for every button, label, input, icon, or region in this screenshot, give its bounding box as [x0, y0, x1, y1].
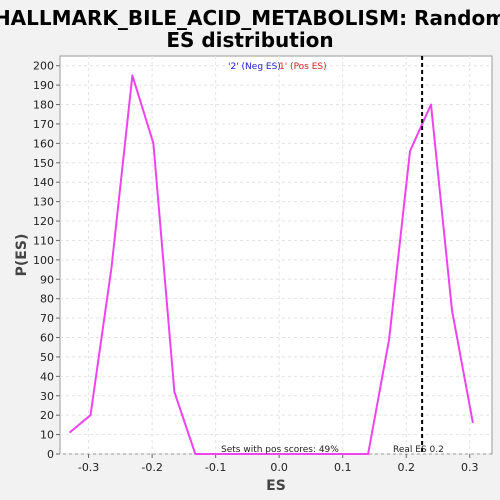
- series-line: [68, 74, 474, 455]
- y-tick-label: 140: [33, 176, 54, 189]
- y-tick-label: 150: [33, 157, 54, 170]
- y-tick-label: 110: [33, 234, 54, 247]
- x-tick-label: 0.3: [461, 461, 479, 474]
- y-tick-label: 40: [40, 370, 54, 383]
- y-tick-label: 60: [40, 332, 54, 345]
- x-axis-label: ES: [266, 478, 286, 494]
- y-axis-ticks: 0 10 20 30 40 50 60 70 80 90 100 110 120 130 140 150 160…: [33, 60, 60, 461]
- y-tick-label: 170: [33, 118, 54, 131]
- chart-title-line1: HALLMARK_BILE_ACID_METABOLISM: Random: [0, 6, 500, 30]
- x-tick-label: 0.1: [334, 461, 352, 474]
- y-tick-label: 20: [40, 409, 54, 422]
- y-tick-label: 160: [33, 137, 54, 150]
- y-tick-label: 100: [33, 254, 54, 267]
- legend-neg-es: '2' (Neg ES): [228, 62, 281, 72]
- y-tick-label: 80: [40, 293, 54, 306]
- y-axis-label: P(ES): [14, 234, 30, 277]
- x-tick-label: 0.0: [270, 461, 288, 474]
- x-tick-label: 0.2: [397, 461, 415, 474]
- legend-pos-es: 1' (Pos ES): [279, 62, 327, 72]
- series-layer: [68, 74, 474, 455]
- y-tick-label: 30: [40, 390, 54, 403]
- y-tick-label: 130: [33, 196, 54, 209]
- y-tick-label: 0: [47, 448, 54, 461]
- x-axis-ticks: -0.3 -0.2 -0.1 0.0 0.1 0.2 0.3: [78, 454, 479, 474]
- y-tick-label: 10: [40, 429, 54, 442]
- y-tick-label: 50: [40, 351, 54, 364]
- x-tick-label: -0.2: [141, 461, 162, 474]
- pos-scores-annotation: Sets with pos scores: 49%: [221, 445, 339, 455]
- x-tick-label: -0.3: [78, 461, 99, 474]
- x-tick-label: -0.1: [205, 461, 226, 474]
- plot-area: [59, 55, 493, 455]
- y-tick-label: 200: [33, 60, 54, 73]
- y-tick-label: 70: [40, 312, 54, 325]
- chart-title-line2: ES distribution: [166, 28, 333, 52]
- y-tick-label: 90: [40, 273, 54, 286]
- y-tick-label: 120: [33, 215, 54, 228]
- real-es-annotation: Real ES 0.2: [393, 445, 444, 455]
- grid: [60, 56, 492, 455]
- y-tick-label: 190: [33, 79, 54, 92]
- y-tick-label: 180: [33, 99, 54, 112]
